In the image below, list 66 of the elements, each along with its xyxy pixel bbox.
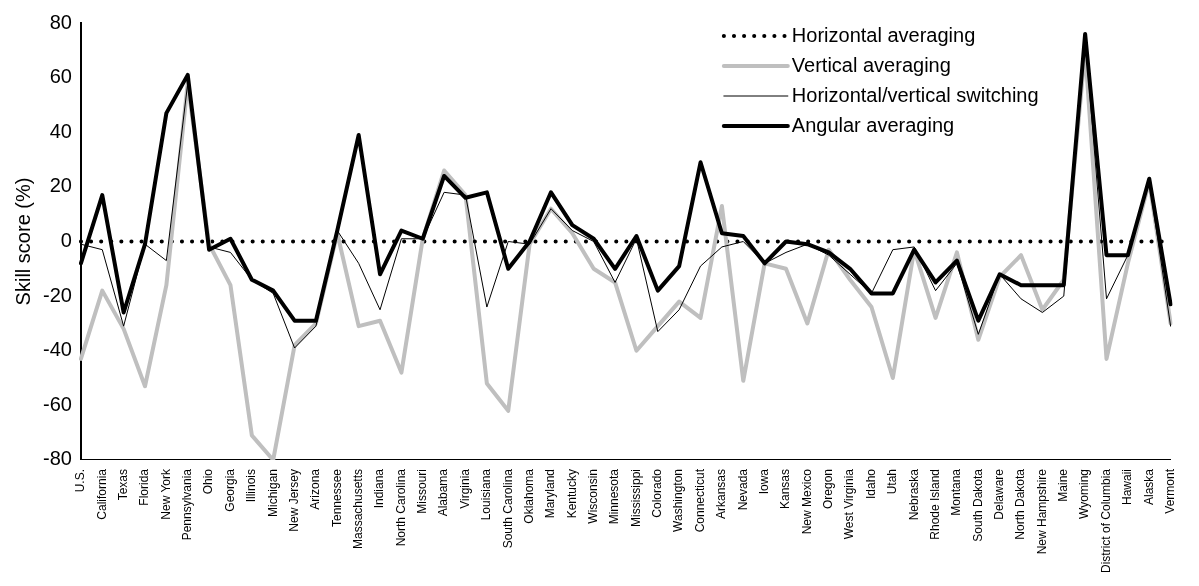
x-tick-label: Texas: [115, 468, 130, 501]
x-tick-label: Hawaii: [1120, 468, 1135, 505]
x-tick-label: U.S.: [73, 468, 88, 493]
x-tick-label: Michigan: [265, 468, 280, 517]
x-tick-label: Virginia: [457, 468, 472, 509]
x-tick-label: Utah: [885, 468, 900, 495]
legend-label: Horizontal averaging: [791, 23, 976, 46]
x-tick-label: New Jersey: [286, 468, 301, 532]
x-tick-label: New York: [158, 467, 173, 520]
x-tick-label: Iowa: [756, 468, 771, 495]
y-tick-label: 40: [49, 119, 72, 142]
x-tick-label: Oklahoma: [521, 468, 536, 524]
x-tick-label: Wyoming: [1077, 468, 1092, 519]
x-tick-label: Kentucky: [564, 468, 579, 519]
x-tick-label: Vermont: [1162, 468, 1177, 514]
x-tick-label: Connecticut: [692, 468, 707, 533]
legend-label: Horizontal/vertical switching: [791, 83, 1039, 106]
x-tick-label: Missouri: [415, 468, 430, 514]
y-tick-label: -60: [43, 392, 72, 415]
x-tick-label: Arizona: [308, 468, 323, 510]
x-tick-label: New Mexico: [799, 468, 814, 535]
x-tick-label: Arkansas: [714, 468, 729, 519]
x-tick-label: Maine: [1056, 468, 1071, 502]
x-tick-label: South Dakota: [970, 468, 985, 542]
x-tick-label: Rhode Island: [927, 468, 942, 540]
x-tick-label: Kansas: [778, 468, 793, 509]
y-tick-label: -40: [43, 338, 72, 361]
x-tick-label: Louisiana: [479, 468, 494, 521]
x-tick-label: Delaware: [991, 468, 1006, 520]
x-tick-label: Mississippi: [628, 468, 643, 527]
y-tick-label: 0: [60, 229, 72, 251]
x-tick-label: Wisconsin: [586, 468, 601, 524]
x-tick-label: California: [94, 468, 109, 520]
x-tick-label: Montana: [949, 468, 964, 516]
x-tick-label: Colorado: [650, 468, 665, 518]
x-tick-label: West Virginia: [842, 468, 857, 540]
x-tick-label: Tennessee: [329, 468, 344, 528]
x-tick-label: Maryland: [543, 468, 558, 519]
x-tick-label: New Hampshire: [1034, 468, 1049, 555]
x-tick-label: North Dakota: [1013, 468, 1028, 540]
y-tick-label: -20: [43, 283, 72, 306]
legend-label: Angular averaging: [791, 113, 955, 136]
y-tick-label: 60: [49, 65, 72, 88]
x-tick-label: Indiana: [372, 468, 387, 509]
legend-label: Vertical averaging: [791, 53, 951, 76]
x-tick-label: Massachusetts: [350, 468, 365, 550]
x-tick-label: Ohio: [201, 468, 216, 495]
x-tick-label: Washington: [671, 468, 686, 532]
y-tick-label: -80: [43, 447, 72, 470]
y-tick-label: 20: [49, 174, 72, 197]
x-tick-label: Nebraska: [906, 468, 921, 521]
x-tick-label: Idaho: [863, 468, 878, 499]
x-tick-label: Nevada: [735, 468, 750, 511]
x-tick-label: Florida: [137, 468, 152, 506]
x-tick-label: Pennsylvania: [180, 468, 195, 541]
x-tick-label: Minnesota: [607, 468, 622, 525]
x-tick-label: Alabama: [436, 468, 451, 517]
x-tick-label: District of Columbia: [1098, 468, 1113, 573]
x-tick-label: Oregon: [821, 468, 836, 509]
x-tick-label: North Carolina: [393, 468, 408, 547]
x-tick-label: Georgia: [222, 468, 237, 512]
y-axis-title: Skill score (%): [11, 177, 34, 306]
y-tick-label: 80: [49, 10, 72, 33]
x-tick-label: South Carolina: [500, 468, 515, 549]
x-tick-label: Illinois: [244, 468, 259, 503]
x-tick-label: Alaska: [1141, 468, 1156, 505]
